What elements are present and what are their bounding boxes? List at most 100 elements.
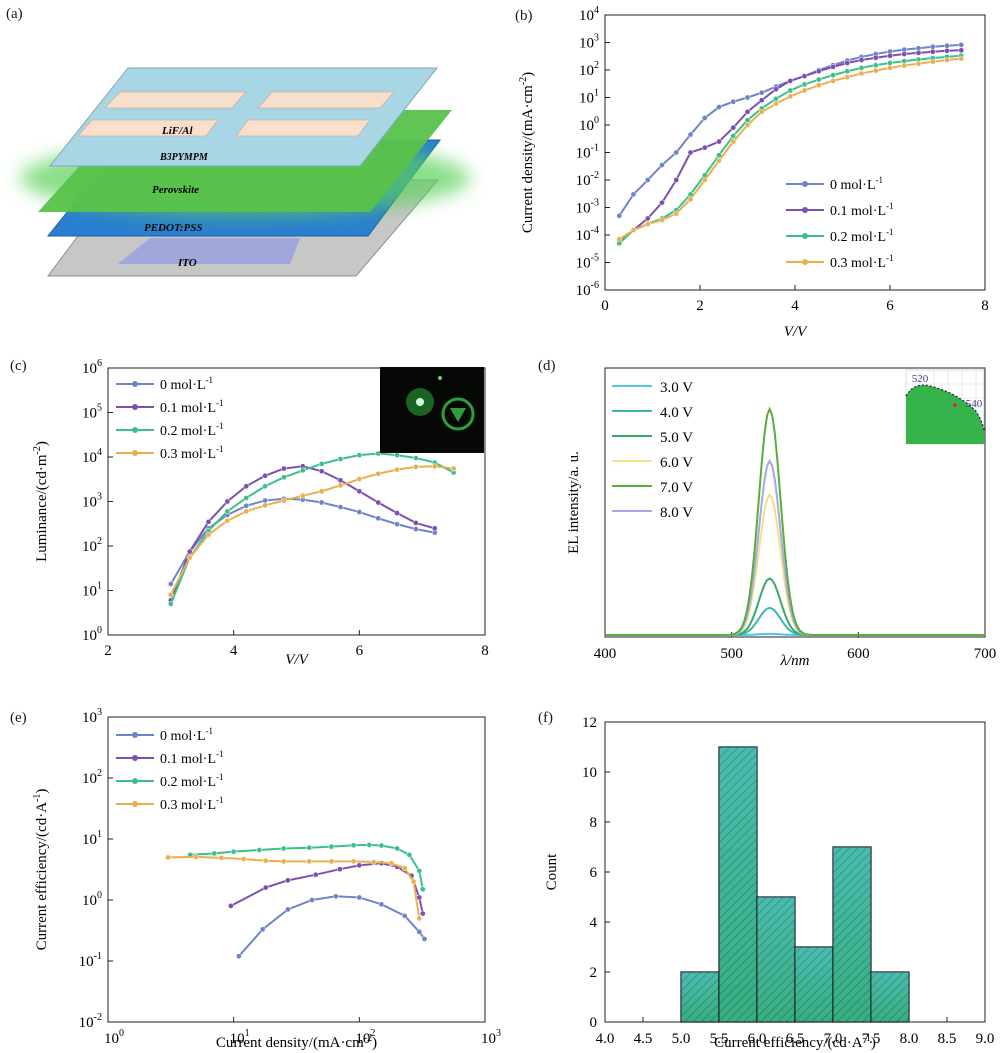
y-tick-label: 10-4 (576, 225, 599, 244)
y-tick-label: 100 (579, 115, 599, 134)
data-point (299, 467, 306, 474)
data-point (394, 845, 401, 852)
data-point (416, 929, 423, 935)
data-point (375, 450, 382, 457)
series-line (618, 57, 962, 241)
data-point (858, 64, 865, 71)
y-axis-label: Current density/(mA·cm-2) (518, 72, 536, 233)
data-point (378, 842, 385, 849)
legend-marker (132, 755, 138, 761)
x-tick-label: 400 (594, 646, 617, 662)
x-tick-label: 2 (104, 643, 112, 659)
histogram-bar-shade (681, 972, 719, 1022)
data-point (450, 465, 457, 472)
series-line (169, 452, 455, 605)
data-point (929, 58, 936, 65)
data-point (944, 57, 950, 63)
x-tick-label: 4 (230, 643, 238, 659)
data-point (262, 502, 268, 509)
data-point (262, 497, 268, 504)
legend-label: 0 mol·L-1 (160, 375, 213, 393)
data-point (205, 518, 212, 525)
data-point (815, 82, 822, 89)
y-tick-label: 10-5 (576, 253, 599, 272)
spectrum-line (605, 406, 985, 636)
legend-label: 3.0 V (660, 380, 693, 396)
x-tick-label: 700 (974, 646, 997, 662)
data-point (687, 196, 694, 203)
y-axis-label: Current efficiency/(cd·A-1) (32, 789, 50, 951)
data-point (356, 488, 363, 495)
data-point (730, 124, 737, 131)
legend-label: 0.1 mol·L-1 (160, 398, 224, 416)
data-point (243, 483, 250, 490)
legend-label: 5.0 V (660, 430, 693, 446)
chart-el-spectra: 400 500 600 700 λ/nm EL intensity/a. u. 3.0 V 4… (566, 367, 997, 669)
electrode-4 (235, 119, 371, 137)
series-line (169, 465, 454, 596)
x-tick-label: 8 (481, 643, 489, 659)
data-point (687, 131, 694, 138)
legend-label: 0.1 mol·L-1 (160, 749, 224, 767)
data-point (413, 520, 419, 526)
x-tick-label: 4.5 (634, 1031, 653, 1047)
plot-frame (107, 716, 486, 1023)
inset-logo-ring (441, 397, 475, 431)
data-point (356, 452, 363, 459)
data-point (744, 122, 751, 128)
cie-point (953, 403, 957, 407)
data-point (230, 848, 237, 855)
data-point (644, 221, 651, 227)
histogram-bar-shade (795, 947, 833, 1022)
legend-marker (132, 732, 138, 738)
data-point (356, 509, 363, 515)
data-point (413, 526, 419, 532)
data-point (318, 468, 325, 475)
data-point (243, 508, 250, 515)
histogram-bar-shade (757, 897, 795, 1022)
electrode-2 (257, 91, 395, 109)
y-tick-label: 104 (82, 447, 102, 466)
y-tick-label: 101 (82, 829, 102, 848)
data-point (337, 477, 344, 484)
data-point (281, 474, 287, 481)
data-point (228, 903, 234, 909)
x-tick-label: 8.5 (938, 1031, 957, 1047)
data-point (243, 502, 250, 509)
data-point (350, 858, 357, 865)
data-point (944, 42, 950, 49)
data-point (616, 236, 623, 243)
inset-label-540: 540 (966, 398, 983, 410)
data-point (801, 81, 808, 88)
x-tick-label: 6 (356, 643, 364, 659)
y-tick-label: 10-1 (79, 951, 102, 970)
legend-marker (802, 181, 808, 187)
legend-label: 4.0 V (660, 405, 693, 421)
data-point (337, 482, 344, 489)
y-tick-label: 10 (582, 765, 597, 781)
y-tick-label: 0 (590, 1015, 598, 1031)
legend-label: 0.3 mol·L-1 (830, 253, 894, 271)
data-point (281, 465, 287, 472)
data-point (309, 897, 315, 903)
y-tick-label: 2 (590, 965, 598, 981)
data-point (844, 60, 851, 66)
data-point (394, 452, 400, 459)
data-point (328, 858, 335, 865)
data-point (716, 157, 722, 164)
data-point (218, 855, 225, 861)
data-point (844, 74, 851, 80)
y-tick-label: 100 (82, 890, 102, 909)
data-point (192, 853, 199, 860)
data-point (801, 87, 808, 94)
data-point (872, 62, 879, 69)
data-point (730, 133, 737, 139)
y-tick-label: 103 (82, 492, 102, 511)
data-point (716, 138, 722, 145)
data-point (659, 217, 665, 223)
data-point (416, 894, 423, 901)
ito-label: ITO (177, 257, 197, 269)
data-point (887, 60, 893, 66)
data-point (306, 844, 313, 851)
data-point (872, 67, 879, 74)
